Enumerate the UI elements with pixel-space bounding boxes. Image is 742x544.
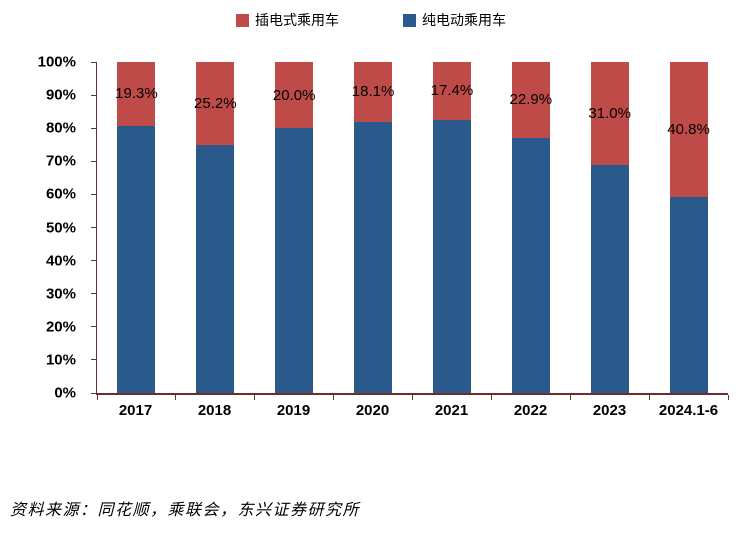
x-axis-label: 2017 [118,402,153,419]
y-tick-label: 20% [45,318,76,336]
stacked-bar: 25.2% [194,62,237,393]
segment-bev [275,128,314,393]
stacked-bar: 22.9% [509,62,553,393]
y-tick-label: 30% [45,285,76,303]
data-label: 25.2% [194,95,237,113]
x-axis-label: 2018 [197,402,232,419]
y-tick-label: 10% [45,351,76,369]
y-tick-label: 40% [45,252,76,270]
x-axis-label: 2020 [355,402,390,419]
segment-phev: 22.9% [509,62,553,138]
segment-bev [196,145,235,393]
x-tick-mark [175,395,177,400]
bar-column: 31.0% [570,62,649,393]
y-tick-mark [91,359,97,361]
segment-phev: 40.8% [667,62,710,198]
source-note: 资料来源：同花顺，乘联会，东兴证券研究所 [10,502,361,519]
data-label: 18.1% [351,83,395,101]
y-tick-mark [91,392,97,394]
x-axis-label: 2023 [592,402,627,419]
x-axis-label: 2021 [434,402,469,419]
segment-bev [117,125,156,393]
bar-column: 18.1% [334,62,413,393]
stacked-bar: 19.3% [115,62,158,393]
y-tick-mark [91,227,97,228]
y-tick-mark [91,260,97,262]
y-tick-mark [91,94,97,96]
legend-label: 纯电动乘用车 [422,12,506,28]
y-tick-mark [91,193,97,195]
segment-bev [669,197,708,393]
x-tick-mark [412,395,413,400]
legend-label: 插电式乘用车 [255,12,339,28]
y-tick-mark [91,61,97,63]
segment-phev: 18.1% [351,62,395,122]
legend-item: 插电式乘用车 [236,10,339,30]
segment-phev: 17.4% [430,62,474,120]
y-tick-mark [91,127,97,129]
plot-area: 19.3% 25.2% 20.0% 18.1% 17.4% 22.9% 31.0% 40.8% [91,61,729,400]
x-tick-mark [254,395,256,400]
x-tick-mark [333,395,335,400]
x-tick-mark [648,395,650,400]
segment-bev [511,137,550,393]
y-tick-label: 80% [45,119,76,137]
data-label: 40.8% [667,121,710,139]
legend-swatch [403,13,416,27]
y-tick-label: 60% [45,185,76,203]
y-tick-label: 100% [37,53,76,71]
bar-column: 40.8% [649,62,728,393]
bar-column: 19.3% [97,62,176,393]
bar-column: 22.9% [491,62,570,393]
x-axis-label: 2024.1-6 [658,402,719,419]
bar-column: 25.2% [176,62,255,393]
bar-column: 20.0% [255,62,334,393]
x-axis-labels: 2017 2018 2019 2020 2021 2022 2023 2024.1-6 [96,402,728,419]
y-tick-label: 50% [45,219,76,236]
stacked-bar: 18.1% [351,62,395,393]
legend-swatch [236,13,249,27]
segment-bev [590,164,629,393]
segment-phev: 25.2% [194,62,237,146]
bar-column: 17.4% [413,62,492,393]
y-tick-mark [91,160,97,162]
y-tick-label: 70% [45,152,76,170]
data-label: 17.4% [430,82,474,100]
y-tick-mark [91,293,97,295]
data-label: 31.0% [588,104,631,122]
x-tick-mark [96,395,98,400]
stacked-bar: 31.0% [588,62,631,393]
y-tick-mark [91,326,97,328]
segment-bev [354,121,393,393]
x-tick-mark [490,395,492,400]
data-label: 19.3% [115,85,158,103]
data-label: 20.0% [272,86,316,104]
segment-bev [432,119,471,393]
x-axis-label: 2022 [513,402,548,419]
y-tick-label: 0% [54,384,76,402]
data-label: 22.9% [509,91,553,109]
stacked-bar: 17.4% [430,62,474,393]
segment-phev: 19.3% [115,62,158,126]
x-axis-label: 2019 [276,402,311,419]
y-axis: 100% 90% 80% 70% 60% 50% 40% 30% 20% 10% 0% [0,54,88,402]
segment-phev: 31.0% [588,62,631,165]
y-tick-label: 90% [45,86,76,104]
segment-phev: 20.0% [272,62,316,129]
legend: 插电式乘用车 纯电动乘用车 [0,10,742,30]
x-tick-mark [727,395,729,400]
x-tick-mark [569,395,571,400]
stacked-bar: 40.8% [667,62,710,393]
stacked-bar: 20.0% [272,62,316,393]
legend-item: 纯电动乘用车 [403,10,506,30]
